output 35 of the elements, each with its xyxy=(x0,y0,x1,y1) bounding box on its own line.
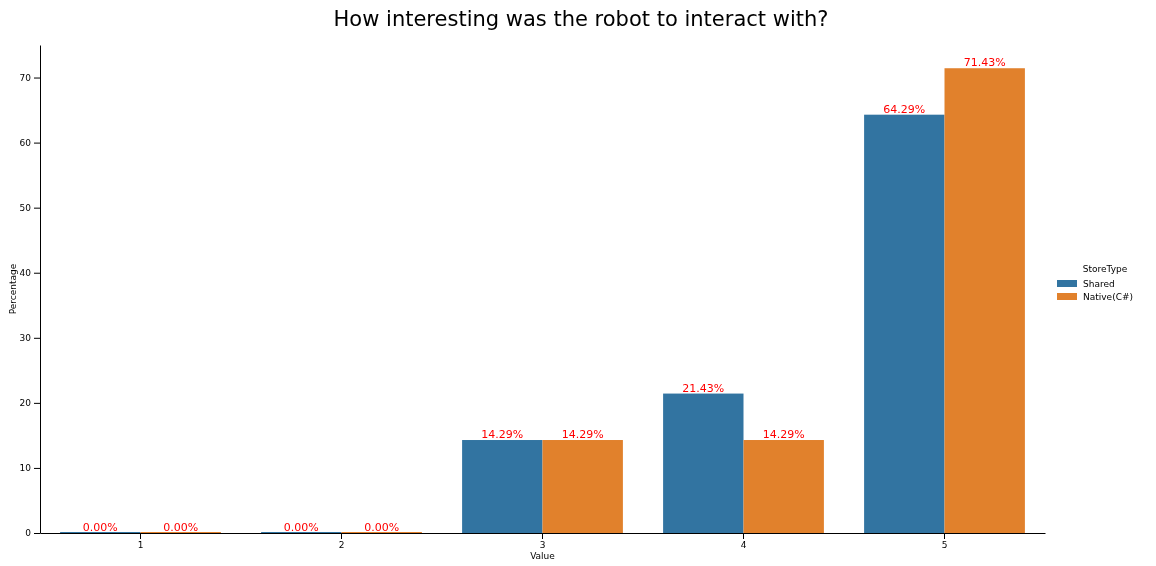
legend-title: StoreType xyxy=(1082,264,1128,274)
y-tick-label: 0 xyxy=(25,528,32,539)
y-tick-label: 30 xyxy=(19,333,32,344)
y-axis-title: Percentage xyxy=(8,263,18,315)
bar xyxy=(864,114,945,533)
x-tick-label: 3 xyxy=(539,540,546,551)
bar xyxy=(542,440,623,533)
bar xyxy=(743,440,824,533)
y-tick-label: 70 xyxy=(19,72,32,83)
data-label: 0.00% xyxy=(163,521,199,534)
x-tick-label: 2 xyxy=(338,540,345,551)
data-label: 0.00% xyxy=(82,521,118,534)
data-label: 14.29% xyxy=(481,428,524,442)
data-label: 14.29% xyxy=(561,428,604,442)
chart-title: How interesting was the robot to interact with? xyxy=(333,7,829,31)
y-tick-label: 40 xyxy=(19,268,32,279)
data-label: 21.43% xyxy=(682,381,725,395)
bar xyxy=(944,68,1025,533)
legend-label: Shared xyxy=(1083,279,1115,289)
data-label: 64.29% xyxy=(883,102,926,116)
data-label: 71.43% xyxy=(963,56,1006,70)
y-tick-label: 60 xyxy=(19,137,32,148)
y-tick-label: 20 xyxy=(19,398,32,409)
legend-label: Native(C#) xyxy=(1083,292,1133,302)
x-axis-title: Value xyxy=(530,551,556,561)
data-label: 14.29% xyxy=(762,428,805,442)
y-tick-label: 10 xyxy=(19,463,32,474)
data-label: 0.00% xyxy=(283,521,319,534)
x-tick-label: 4 xyxy=(740,540,747,551)
bar xyxy=(462,440,543,533)
x-tick-label: 1 xyxy=(137,540,144,551)
y-tick-label: 50 xyxy=(19,203,32,214)
data-label: 0.00% xyxy=(364,521,400,534)
bar xyxy=(663,393,744,533)
x-tick-label: 5 xyxy=(941,540,948,551)
